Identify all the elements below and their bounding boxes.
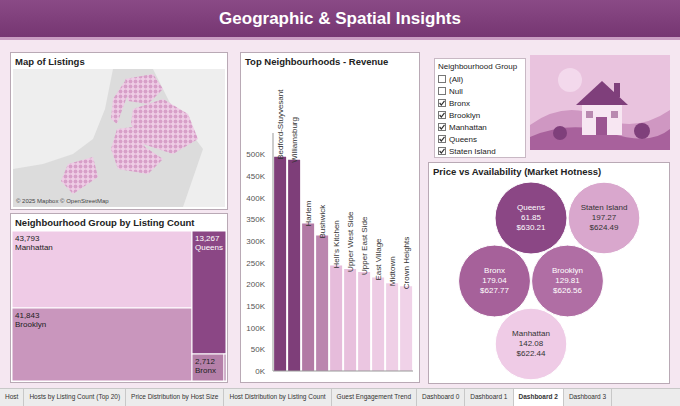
html-text:Dashboard 3: Dashboard 3 xyxy=(568,393,607,400)
svg-text:400K: 400K xyxy=(246,194,265,203)
svg-text:Manhattan: Manhattan xyxy=(512,329,550,338)
svg-text:129.81: 129.81 xyxy=(555,276,580,285)
svg-text:$626.56: $626.56 xyxy=(553,286,582,295)
svg-text:Manhattan: Manhattan xyxy=(15,243,53,252)
svg-text:$622.44: $622.44 xyxy=(517,349,546,358)
svg-text:200K: 200K xyxy=(246,280,265,289)
html-text:Map of Listings: Map of Listings xyxy=(15,56,85,67)
svg-text:Staten Island: Staten Island xyxy=(581,203,628,212)
svg-text:100K: 100K xyxy=(246,324,265,333)
html-text:Neighbourhood Group by Listing: Neighbourhood Group by Listing Count xyxy=(15,217,195,228)
svg-text:Crown Heights: Crown Heights xyxy=(402,237,411,289)
svg-text:50K: 50K xyxy=(251,345,266,354)
svg-text:Brooklyn: Brooklyn xyxy=(15,320,46,329)
svg-text:Harlem: Harlem xyxy=(304,200,313,226)
html-text:Dashboard 2: Dashboard 2 xyxy=(518,393,558,400)
svg-text:Hell's Kitchen: Hell's Kitchen xyxy=(332,220,341,268)
html-text:Price vs Availability (Market: Price vs Availability (Market Hotness) xyxy=(433,166,602,177)
html-text:Neighbourhood Group: Neighbourhood Group xyxy=(438,62,518,71)
svg-text:Williamsburg: Williamsburg xyxy=(290,117,299,163)
html-text:Host Distribution by Listing C: Host Distribution by Listing Count xyxy=(229,393,326,400)
html-text:Dashboard 0: Dashboard 0 xyxy=(422,393,460,400)
svg-text:Midtown: Midtown xyxy=(388,256,397,286)
svg-text:$624.49: $624.49 xyxy=(590,223,619,232)
svg-text:350K: 350K xyxy=(246,215,265,224)
svg-text:Bushwick: Bushwick xyxy=(318,204,327,239)
svg-text:250K: 250K xyxy=(246,259,265,268)
svg-text:300K: 300K xyxy=(246,237,265,246)
svg-text:Bronx: Bronx xyxy=(484,266,505,275)
html-text:Brooklyn: Brooklyn xyxy=(449,110,481,120)
svg-text:Bedford-Stuyvesant: Bedford-Stuyvesant xyxy=(276,89,285,160)
html-text:Host: Host xyxy=(5,393,19,400)
svg-text:43,793: 43,793 xyxy=(15,234,40,243)
svg-text:$630.21: $630.21 xyxy=(517,223,546,232)
svg-text:0K: 0K xyxy=(255,367,265,376)
svg-text:150K: 150K xyxy=(246,302,265,311)
html-text:Price Distribution by Host Siz: Price Distribution by Host Size xyxy=(131,393,219,400)
svg-text:$627.77: $627.77 xyxy=(480,286,509,295)
svg-text:Upper West Side: Upper West Side xyxy=(346,211,355,272)
svg-text:East Village: East Village xyxy=(374,238,383,281)
svg-text:450K: 450K xyxy=(246,172,265,181)
html-text:Queens: Queens xyxy=(449,134,477,144)
svg-text:Brooklyn: Brooklyn xyxy=(552,266,583,275)
svg-text:41,843: 41,843 xyxy=(15,311,40,320)
svg-text:Upper East Side: Upper East Side xyxy=(360,216,369,275)
svg-text:Bronx: Bronx xyxy=(195,366,216,375)
svg-text:500K: 500K xyxy=(246,150,265,159)
html-text:(All): (All) xyxy=(449,74,464,84)
svg-text:179.04: 179.04 xyxy=(482,276,507,285)
svg-text:61.85: 61.85 xyxy=(521,213,542,222)
svg-text:13,267: 13,267 xyxy=(195,234,220,243)
svg-text:Queens: Queens xyxy=(195,243,223,252)
html-text:Null: Null xyxy=(449,86,463,96)
svg-text:197.27: 197.27 xyxy=(592,213,617,222)
html-text:Top Neighbourhoods - Revenue: Top Neighbourhoods - Revenue xyxy=(245,56,389,67)
html-text:Guest Engagement Trend: Guest Engagement Trend xyxy=(336,393,411,400)
html-text:Hosts by Listing Count (Top 20: Hosts by Listing Count (Top 20) xyxy=(29,393,121,400)
svg-text:2,712: 2,712 xyxy=(195,357,216,366)
html-text:Dashboard 1: Dashboard 1 xyxy=(470,393,508,400)
svg-text:Queens: Queens xyxy=(517,203,545,212)
html-text:Geographic & Spatial Insights: Geographic & Spatial Insights xyxy=(219,9,461,28)
svg-text:142.08: 142.08 xyxy=(519,339,544,348)
html-text:Staten Island: Staten Island xyxy=(449,146,496,156)
html-text:Manhattan: Manhattan xyxy=(449,122,487,132)
svg-text:© 2025 Mapbox © OpenStreetMap: © 2025 Mapbox © OpenStreetMap xyxy=(16,198,109,204)
html-text:Bronx: Bronx xyxy=(449,98,470,108)
